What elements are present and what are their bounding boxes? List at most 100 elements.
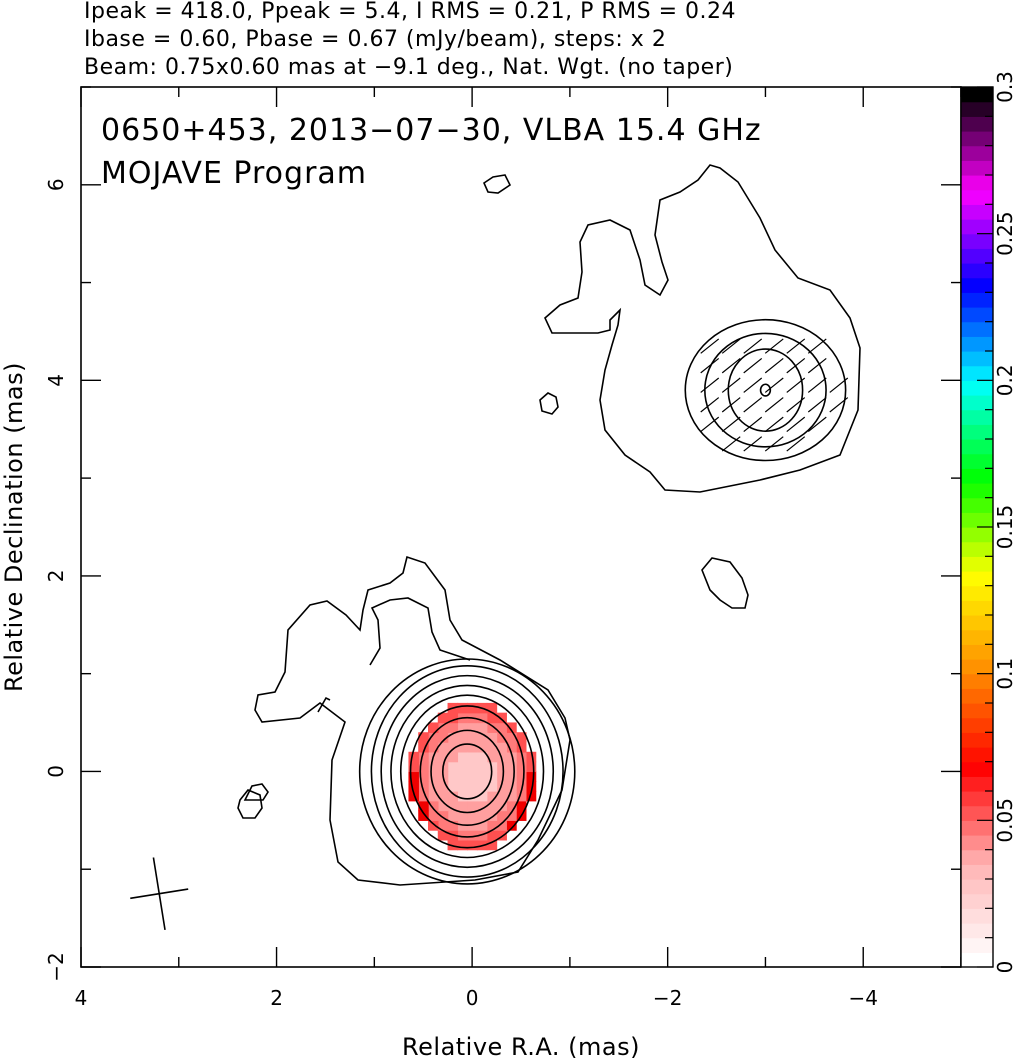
evpa-vector [764,338,784,354]
pol-pixel [418,771,429,782]
core-contour-level [390,684,545,859]
colorbar-band [961,101,993,117]
evpa-vector [721,397,741,413]
pol-pixel [457,742,468,753]
evpa-vector [743,397,763,413]
pol-pixel [437,820,449,831]
pol-pixel [447,722,459,733]
pol-pixel [476,790,488,802]
pol-pixel [506,722,517,733]
colorbar-band [961,908,993,924]
pol-pixel [447,820,459,831]
colorbar-band [961,703,993,719]
pol-pixel [476,839,488,851]
pol-pixel [486,712,498,724]
pol-pixel [418,751,429,763]
colorbar-band [961,277,993,293]
header-line-2: Ibase = 0.60, Pbase = 0.67 (mJy/beam), s… [84,27,666,52]
pol-pixel [437,751,449,763]
colorbar-tick-label: 0.05 [993,798,1017,843]
pol-pixel [437,732,449,743]
pol-pixel [437,790,449,802]
colorbar-band [961,673,993,689]
evpa-vector [764,397,784,413]
pol-pixel [447,742,459,753]
pol-pixel [506,820,517,831]
pol-pixel [467,830,478,841]
colorbar-band [961,424,993,440]
beam-cross [130,857,189,930]
pol-pixel [467,839,478,851]
colorbar-band [961,263,993,279]
pol-pixel [428,820,439,831]
header-line-3: Beam: 0.75x0.60 mas at −9.1 deg., Nat. W… [84,55,733,80]
pol-pixel [408,761,419,773]
pol-pixel [428,722,439,733]
core-contour-level [409,705,525,838]
pol-pixel [447,781,459,792]
colorbar-band [961,615,993,631]
pol-pixel [496,712,507,724]
pol-pixel [428,732,439,743]
colorbar-band [961,87,993,103]
pol-pixel [486,800,498,812]
pol-pixel [516,781,527,792]
beam-minor-axis [130,888,189,900]
y-tick-label: 6 [44,178,68,191]
pol-pixel [437,810,449,821]
pol-pixel [418,800,429,812]
colorbar-band [961,864,993,880]
pol-pixel [486,790,498,802]
y-tick-label: −2 [44,952,68,981]
pol-pixel [457,722,468,733]
pol-pixel [418,781,429,792]
colorbar-tick-label: 0.2 [993,364,1017,396]
colorbar-band [961,307,993,323]
pol-pixel [418,761,429,773]
pol-pixel [447,800,459,812]
pol-pixel [496,800,507,812]
evpa-vector [764,357,784,374]
evpa-vector [700,397,720,413]
evpa-vector [807,377,827,393]
pol-pixel [467,790,478,802]
pol-pixel [428,810,439,821]
colorbar-band [961,189,993,205]
colorbar-band [961,805,993,821]
pol-pixel [506,732,517,743]
pol-pixel [457,800,468,812]
pol-pixel [467,800,478,812]
colorbar-band [961,600,993,616]
pol-pixel [418,742,429,753]
pol-pixel [486,820,498,831]
pol-pixel [476,800,488,812]
pol-pixel [486,702,498,714]
evpa-vector [764,436,784,452]
pol-pixel [467,761,478,773]
pol-pixel [506,790,517,802]
pol-pixel [437,742,449,753]
polarization-vectors [700,338,849,452]
pol-pixel [447,839,459,851]
colorbar-band [961,937,993,953]
pol-pixel [516,771,527,782]
colorbar-band [961,204,993,220]
pol-pixel [437,781,449,792]
pol-pixel [486,751,498,763]
colorbar-band [961,732,993,748]
pol-pixel [496,761,507,773]
y-tick-label: 0 [44,765,68,778]
colorbar-tick-label: 0 [993,961,1017,974]
colorbar-band [961,116,993,132]
jet-knot-contour-level [727,348,804,432]
colorbar-band [961,219,993,235]
colorbar-band [961,497,993,513]
evpa-vector [700,338,720,354]
blob-contour-1 [482,174,512,194]
program-annotation: MOJAVE Program [101,156,367,191]
pol-pixel [525,751,537,763]
pol-pixel [476,742,488,753]
colorbar-band [961,849,993,865]
colorbar-band [961,556,993,572]
